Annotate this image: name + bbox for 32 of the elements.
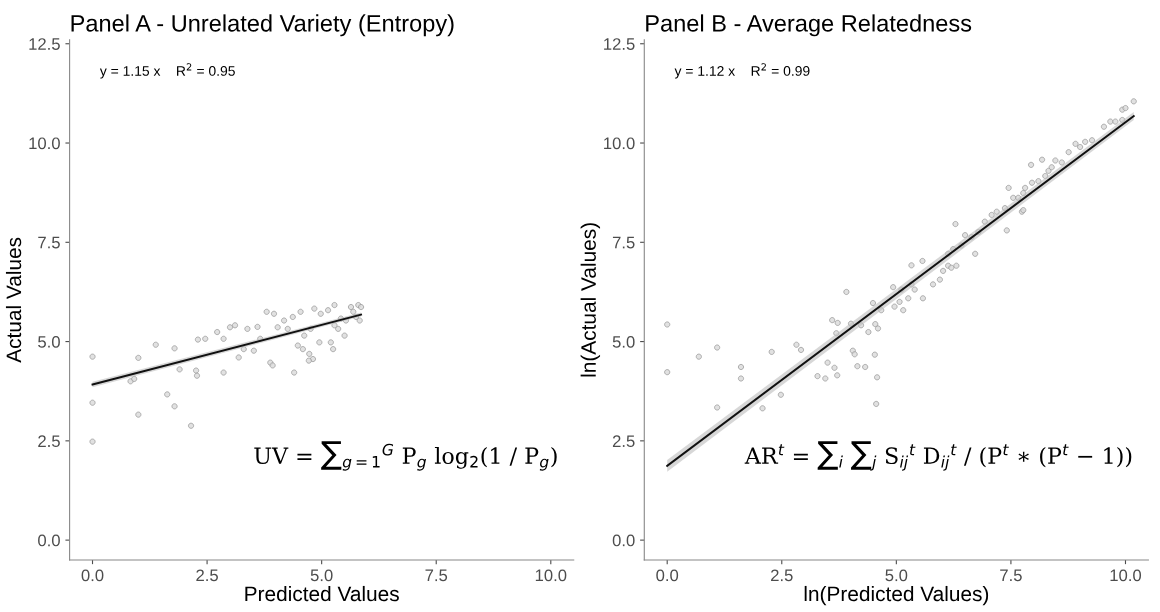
x-tick-label: 5.0 (885, 569, 908, 582)
y-tick-label: 10.0 (29, 137, 60, 150)
y-tick-label: 7.5 (612, 236, 635, 249)
y-tick-label: 2.5 (612, 435, 635, 448)
chart-title: Panel B - Average Relatedness (646, 14, 972, 37)
y-tick-label: 7.5 (38, 236, 60, 249)
x-tick-label: 7.5 (425, 569, 448, 582)
y-tick-label: 10.0 (604, 137, 635, 150)
chart-title: Panel A - Unrelated Variety (Entropy) (71, 14, 454, 37)
annotation: y = 1.15 x R$^{2}$ = 0.95 (99, 63, 235, 79)
x-tick-label: 0.0 (656, 569, 679, 582)
x-tick-label: 0.0 (81, 569, 104, 582)
x-axis-title: Predicted Values (245, 585, 399, 602)
x-tick-label: 2.5 (196, 569, 218, 582)
x-tick-label: 7.5 (1000, 569, 1022, 582)
y-tick-label: 0.0 (38, 534, 60, 547)
y-axis-title: Actual Values (5, 237, 22, 363)
x-axis-title: ln(Predicted Values) (804, 585, 989, 606)
text: AR$^{t}$ = ∑$_{i}$ ∑$_{j}$ S$_{ij}$$^{t}$ D$_{ij}$$^{t}$ / (P$^{t}$ ∗ (P$^{t}$ − 1)) (744, 441, 1132, 471)
x-tick-label: 5.0 (310, 569, 333, 582)
y-tick-label: 0.0 (612, 534, 635, 547)
y-tick-label: 12.5 (604, 38, 635, 50)
y-tick-label: 5.0 (612, 335, 635, 348)
y-tick-label: 2.5 (38, 435, 60, 448)
text: UV = ∑$_{g=1}$$^{G}$ P$_{g}$ log$_{2}$(1 / P$_{g}$) (254, 441, 557, 471)
y-tick-label: 5.0 (38, 335, 60, 348)
x-tick-label: 10.0 (1110, 569, 1142, 582)
y-axis-title: ln(Actual Values) (580, 223, 601, 377)
y-tick-label: 12.5 (29, 38, 60, 50)
x-tick-label: 2.5 (771, 569, 793, 582)
x-tick-label: 10.0 (535, 569, 567, 582)
annotation: y = 1.12 x R$^{2}$ = 0.99 (674, 63, 810, 79)
